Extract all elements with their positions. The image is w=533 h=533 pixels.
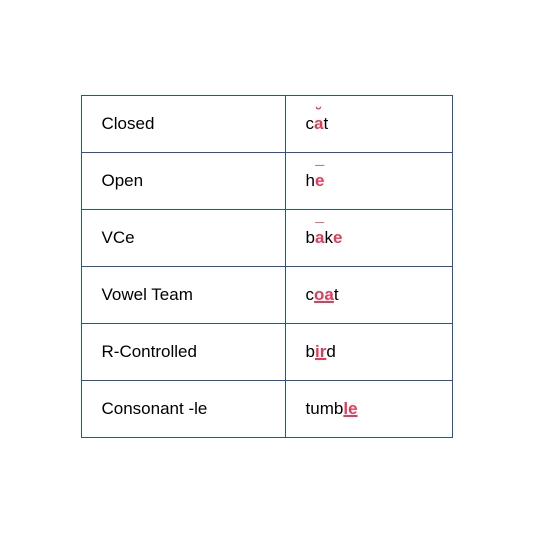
table-row: Open he [81, 153, 452, 210]
label-cell: Consonant -le [81, 381, 285, 438]
word-highlight: e [333, 228, 342, 247]
example-cell: cat [285, 96, 452, 153]
table-row: Closed cat [81, 96, 452, 153]
word-part: b [306, 228, 315, 247]
table-row: VCe bake [81, 210, 452, 267]
example-cell: tumble [285, 381, 452, 438]
word-part: b [306, 342, 315, 361]
word-part: tumb [306, 399, 344, 418]
word-highlight-breve: a [314, 114, 323, 134]
word-part: t [324, 114, 329, 133]
label-cell: Open [81, 153, 285, 210]
example-cell: bird [285, 324, 452, 381]
word-highlight-macron: e [315, 171, 324, 191]
table-row: Consonant -le tumble [81, 381, 452, 438]
example-cell: bake [285, 210, 452, 267]
word-highlight-underline: ir [315, 342, 326, 361]
word-part: d [326, 342, 335, 361]
label-cell: VCe [81, 210, 285, 267]
word-highlight-underline: oa [314, 285, 334, 304]
label-cell: Vowel Team [81, 267, 285, 324]
table-row: R-Controlled bird [81, 324, 452, 381]
example-cell: he [285, 153, 452, 210]
word-part: t [334, 285, 339, 304]
word-part: c [306, 114, 315, 133]
word-highlight-macron: a [315, 228, 324, 248]
table-row: Vowel Team coat [81, 267, 452, 324]
word-part: k [324, 228, 333, 247]
label-cell: R-Controlled [81, 324, 285, 381]
example-cell: coat [285, 267, 452, 324]
word-highlight-underline: le [343, 399, 357, 418]
word-part: c [306, 285, 315, 304]
syllable-types-table: Closed cat Open he VCe bake Vowel Team c… [81, 95, 453, 438]
word-part: h [306, 171, 315, 190]
label-cell: Closed [81, 96, 285, 153]
